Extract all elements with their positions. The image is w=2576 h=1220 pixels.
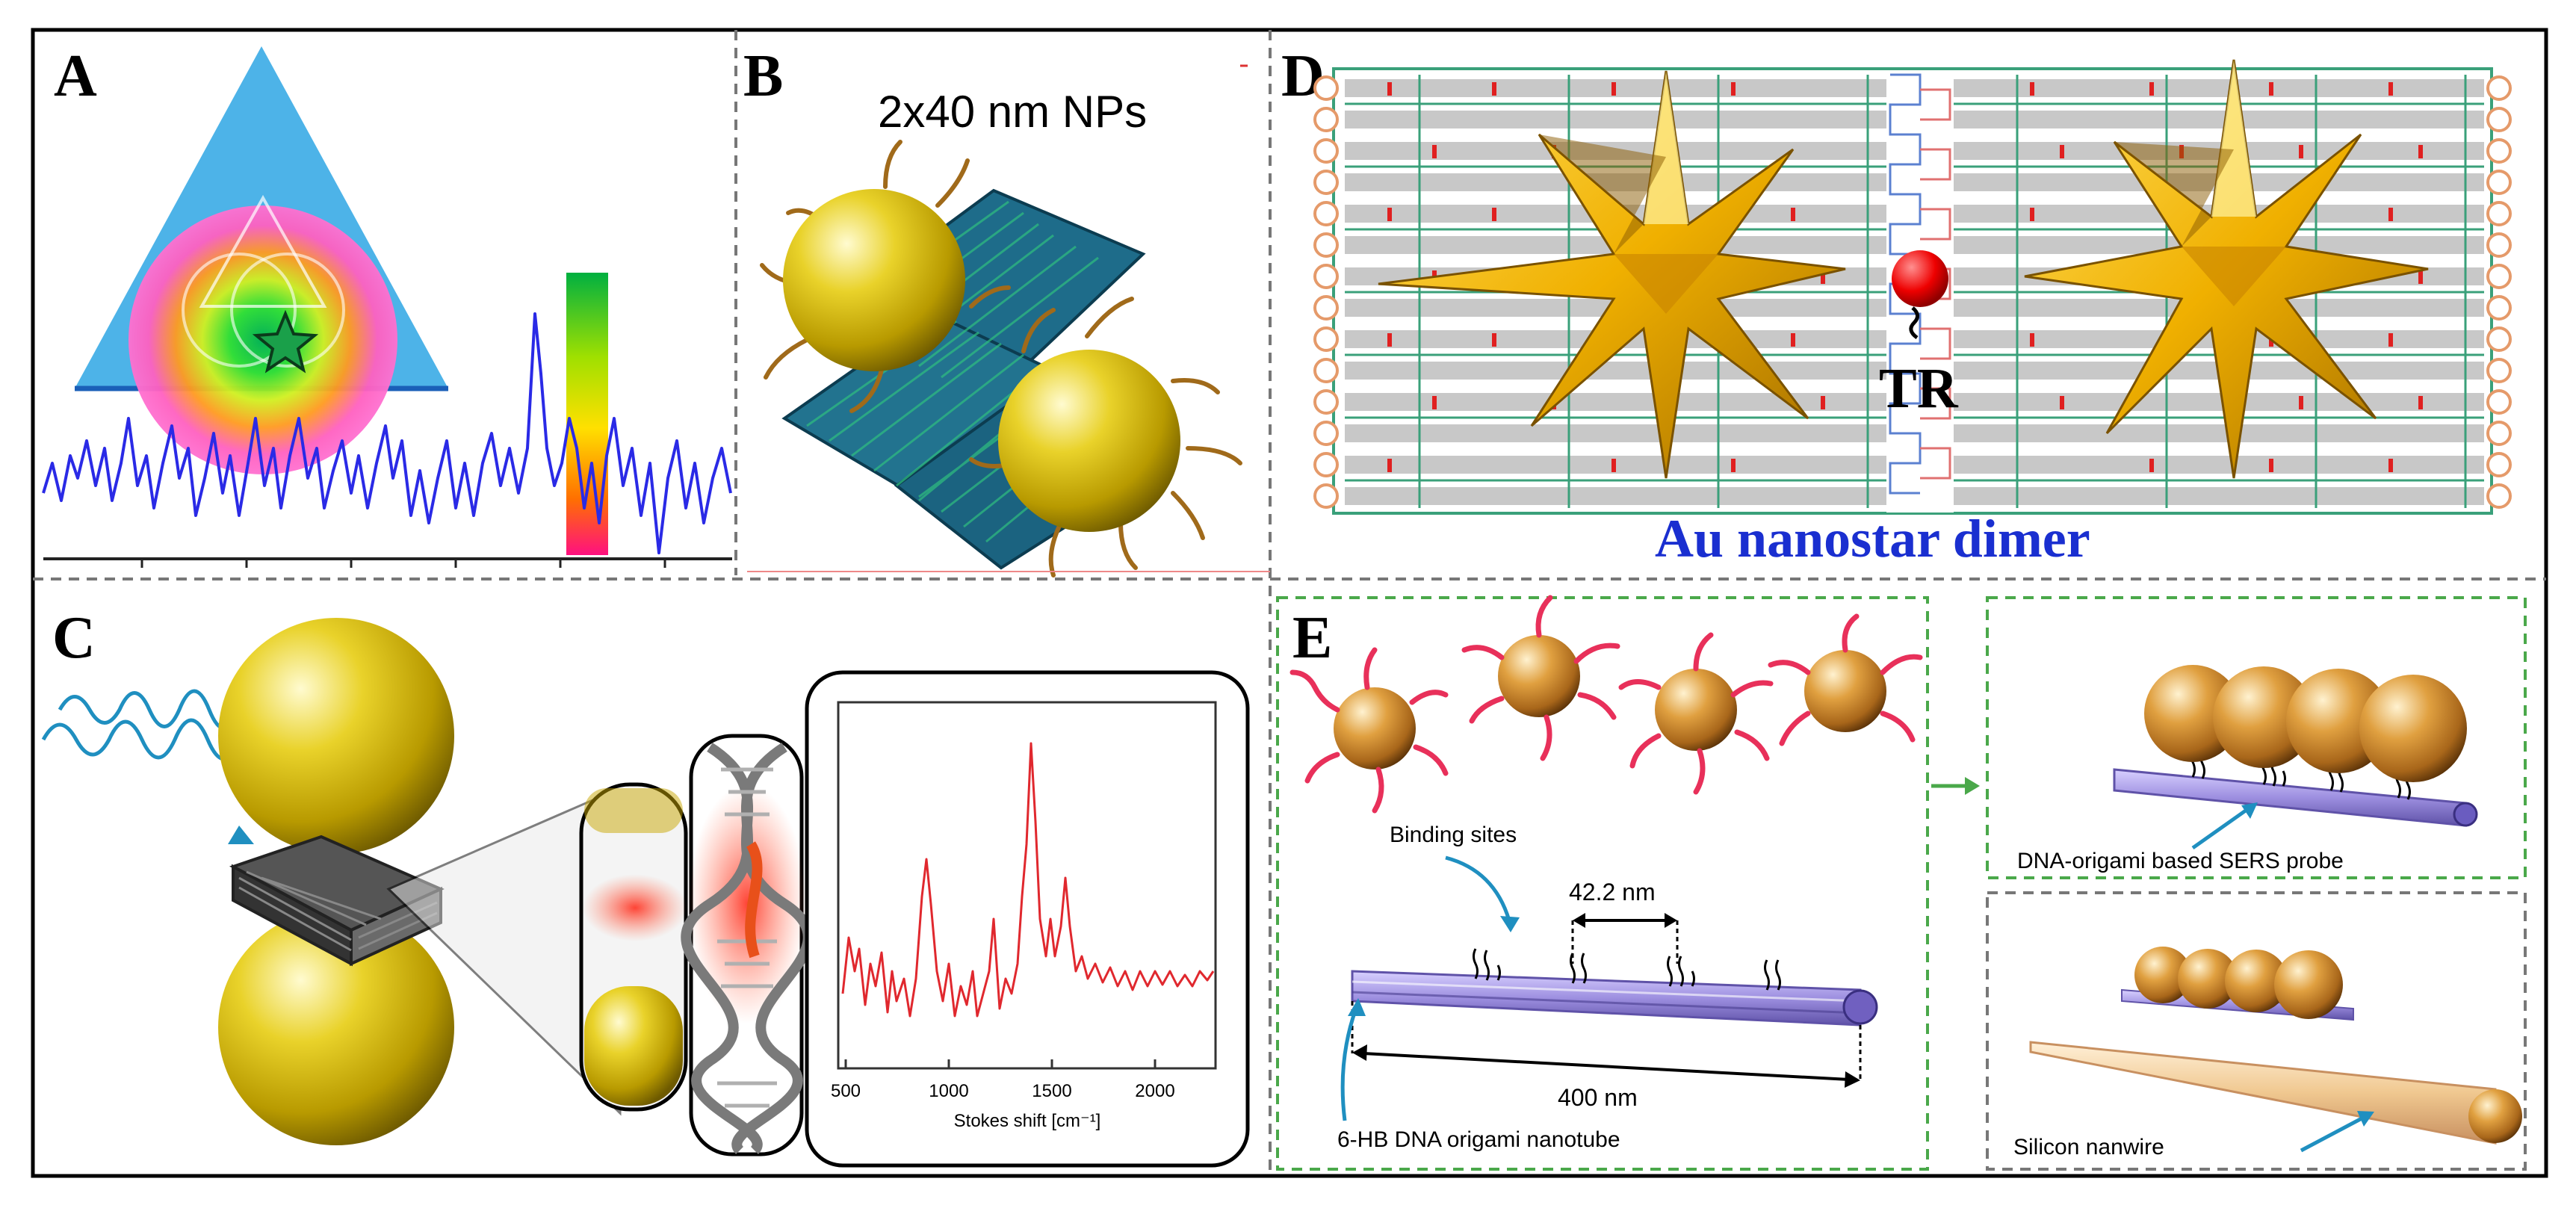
panel-b-letter: B <box>743 43 783 109</box>
inset-plot-frame <box>837 701 1217 1070</box>
panel-b-title: 2x40 nm NPs <box>878 87 1147 137</box>
zoom-capsule-gold <box>584 986 683 1106</box>
sers-pointer-arrowhead <box>2241 802 2258 819</box>
dna-highlight <box>745 841 763 959</box>
nanotube-end <box>1842 989 1878 1025</box>
panel-e-left-box <box>1276 596 1929 1171</box>
nanowire-label: Silicon nanwire <box>2013 1135 2164 1159</box>
nanotube-pointer <box>1340 1008 1358 1121</box>
gold-nanoparticle <box>998 350 1180 532</box>
outer-frame <box>31 28 2548 1178</box>
venn-circle-right <box>230 253 345 368</box>
inset-raman-line <box>841 742 1215 1018</box>
length-arrow <box>1363 1052 1850 1081</box>
binding-sites-label: Binding sites <box>1390 823 1517 847</box>
spacing-label: 42.2 nm <box>1569 879 1656 905</box>
raman-glow <box>583 874 687 941</box>
sers-probe-label: DNA-origami based SERS probe <box>2017 849 2344 873</box>
gold-sphere-top <box>218 618 454 854</box>
venn-circle-left <box>182 253 297 368</box>
wire-gold-particle <box>2274 950 2343 1019</box>
panel-e: E <box>1276 595 2527 1171</box>
inset-x-axis-label: Stokes shift [cm⁻¹] <box>954 1111 1101 1131</box>
binding-sites-arrowhead <box>1500 916 1520 932</box>
binding-site-squiggles <box>1473 948 1781 991</box>
panel-a: A <box>42 43 732 568</box>
length-label: 400 nm <box>1558 1084 1638 1111</box>
dna-helix <box>681 743 814 1154</box>
nanotube-helix-line <box>1352 991 1861 1015</box>
silicon-nanowire <box>2029 1041 2497 1145</box>
nanowire-end-cap <box>2468 1089 2522 1143</box>
gold-sphere-bottom <box>218 909 454 1145</box>
sers-tube-end <box>2453 802 2478 827</box>
wire-pointer <box>2300 1115 2366 1153</box>
panel-c: C 500 1000 1500 2000 Stokes shift [cm⁻¹] <box>41 605 1250 1168</box>
dna-glow <box>687 784 807 1024</box>
spacing-arrowhead-right <box>1665 913 1677 928</box>
dna-strands-pink <box>1289 595 1923 814</box>
light-wave-arrowhead <box>228 826 254 844</box>
wire-gold-particle <box>2225 950 2288 1012</box>
inset-spectrum-box <box>805 670 1250 1168</box>
noisy-spectrum-line <box>42 312 732 554</box>
panel-e-wire-box <box>1986 891 2527 1171</box>
edge-loops-right <box>2486 75 2512 509</box>
dye-label: TR <box>1879 357 1959 420</box>
binding-sites-arrow <box>1445 855 1511 921</box>
target-star-icon <box>252 309 319 374</box>
texas-red-dye <box>1892 250 1948 307</box>
functionalized-nanoparticles <box>1334 635 1886 770</box>
inner-white-triangle <box>199 194 327 308</box>
nanotube-helix-line <box>1352 980 1861 1003</box>
spectral-bar <box>566 273 608 555</box>
inset-tick-label: 1000 <box>929 1081 968 1101</box>
spacing-arrowhead-left <box>1573 913 1585 928</box>
panel-a-letter: A <box>54 43 97 109</box>
wire-pointer-arrowhead <box>2357 1111 2374 1127</box>
panel-c-letter: C <box>52 605 96 671</box>
panel-e-sers-box <box>1986 596 2527 879</box>
length-arrowhead-left <box>1352 1044 1367 1061</box>
nanotube-pointer-arrowhead <box>1348 998 1366 1016</box>
wire-gold-particle <box>2134 947 2191 1003</box>
nanotube-label: 6-HB DNA origami nanotube <box>1337 1127 1620 1152</box>
panel-d: D <box>1281 43 2512 569</box>
wire-gold-particle <box>2178 949 2238 1009</box>
sers-gold-particle <box>2144 665 2241 762</box>
central-strand-red <box>1920 88 1951 480</box>
sers-pointer <box>2191 806 2250 850</box>
gold-nanostar-left <box>1378 70 1846 479</box>
zoom-capsule-gold-top <box>584 788 683 833</box>
flow-arrowhead <box>1965 777 1980 795</box>
gold-nanoparticle <box>783 189 965 371</box>
sers-gold-particle <box>2213 666 2315 768</box>
panel-d-caption: Au nanostar dimer <box>1655 509 2090 569</box>
bundle-stripes <box>238 870 438 952</box>
panel-b: B 2x40 nm NPs <box>743 43 1270 578</box>
dye-linker <box>1909 306 1919 340</box>
edge-loops-left <box>1313 75 1339 509</box>
length-arrowhead-right <box>1845 1071 1860 1088</box>
inset-tick-label: 1500 <box>1032 1081 1071 1101</box>
panel-d-letter: D <box>1281 43 1325 109</box>
sers-gold-particle <box>2359 675 2467 782</box>
gold-nanostar-right <box>2024 59 2429 479</box>
inset-tick-label: 2000 <box>1135 1081 1174 1101</box>
panel-e-letter: E <box>1292 605 1332 671</box>
inset-tick-label: 500 <box>831 1081 861 1101</box>
